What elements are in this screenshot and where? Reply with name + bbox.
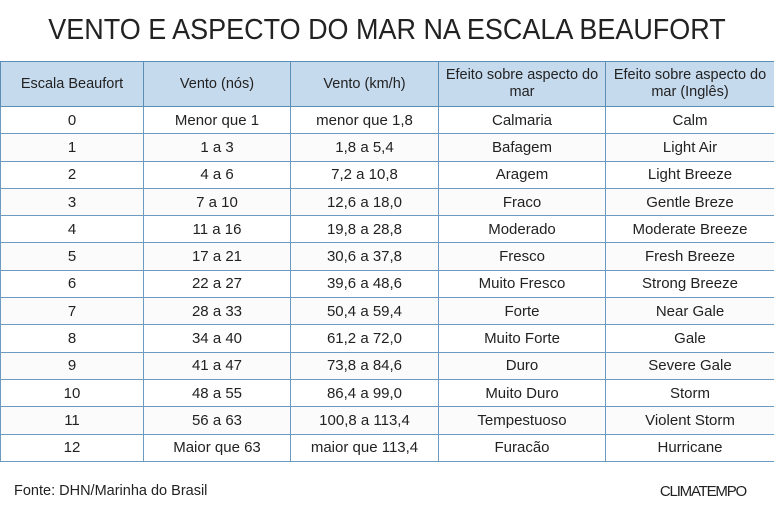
table-cell: 56 a 63 <box>143 406 291 435</box>
table-cell: 12 <box>0 433 144 462</box>
column-header: Vento (nós) <box>143 61 291 107</box>
table-row: 9 41 a 47 73,8 a 84,6 Duro Severe Gale <box>0 351 774 380</box>
table-cell: Violent Storm <box>605 406 774 435</box>
table-cell: Light Breeze <box>605 160 774 189</box>
page-title: VENTO E ASPECTO DO MAR NA ESCALA BEAUFOR… <box>48 14 726 46</box>
table-row: 7 28 a 33 50,4 a 59,4 Forte Near Gale <box>0 297 774 326</box>
table-row: 8 34 a 40 61,2 a 72,0 Muito Forte Gale <box>0 324 774 353</box>
table-row: 10 48 a 55 86,4 a 99,0 Muito Duro Storm <box>0 378 774 408</box>
table-cell: Strong Breeze <box>605 269 774 299</box>
table-cell: Tempestuoso <box>438 406 606 435</box>
header-row: Escala Beaufort Vento (nós) Vento (km/h) Ef… <box>0 61 774 107</box>
table-cell: 7 a 10 <box>143 187 291 217</box>
table-cell: 8 <box>0 324 144 353</box>
table-cell: Gale <box>605 324 774 353</box>
table-row: 5 17 a 21 30,6 a 37,8 Fresco Fresh Breeze <box>0 242 774 271</box>
table-cell: Aragem <box>438 160 606 189</box>
table-cell: Muito Fresco <box>438 269 606 299</box>
column-header: Efeito sobre aspecto do mar (Inglês) <box>605 61 774 107</box>
table-cell: Light Air <box>605 133 774 162</box>
table-row: 4 11 a 16 19,8 a 28,8 Moderado Moderate Bree… <box>0 215 774 244</box>
table-cell: 1 <box>0 133 144 162</box>
table-cell: Fresco <box>438 242 606 271</box>
table-cell: Fraco <box>438 187 606 217</box>
table-cell: Near Gale <box>605 297 774 326</box>
column-header: Vento (km/h) <box>290 61 439 107</box>
table-cell: 34 a 40 <box>143 324 291 353</box>
table-cell: Moderado <box>438 215 606 244</box>
table-cell: 7,2 a 10,8 <box>290 160 439 189</box>
table-cell: menor que 1,8 <box>290 105 439 135</box>
table-row: 11 56 a 63 100,8 a 113,4 Tempestuoso Violent… <box>0 406 774 435</box>
table-cell: 1,8 a 5,4 <box>290 133 439 162</box>
table-cell: 2 <box>0 160 144 189</box>
table-row: 12 Maior que 63 maior que 113,4 Furacão Hurr… <box>0 433 774 462</box>
table-cell: 86,4 a 99,0 <box>290 378 439 408</box>
table-cell: 73,8 a 84,6 <box>290 351 439 380</box>
table-cell: Severe Gale <box>605 351 774 380</box>
table-cell: 7 <box>0 297 144 326</box>
table-cell: 11 <box>0 406 144 435</box>
table-cell: maior que 113,4 <box>290 433 439 462</box>
table-row: 6 22 a 27 39,6 a 48,6 Muito Fresco Strong Br… <box>0 269 774 299</box>
table-cell: 12,6 a 18,0 <box>290 187 439 217</box>
table-cell: 41 a 47 <box>143 351 291 380</box>
table-cell: 39,6 a 48,6 <box>290 269 439 299</box>
table-cell: 28 a 33 <box>143 297 291 326</box>
table-cell: Furacão <box>438 433 606 462</box>
table-cell: Muito Forte <box>438 324 606 353</box>
table-cell: Fresh Breeze <box>605 242 774 271</box>
climatempo-logo: CLIMATEMPO <box>659 483 747 500</box>
table-cell: 4 <box>0 215 144 244</box>
table-row: 0 Menor que 1 menor que 1,8 Calmaria Calm <box>0 105 774 135</box>
table-cell: Duro <box>438 351 606 380</box>
beaufort-table: Escala Beaufort Vento (nós) Vento (km/h) Ef… <box>0 61 774 462</box>
table-cell: 3 <box>0 187 144 217</box>
table-cell: 30,6 a 37,8 <box>290 242 439 271</box>
table-cell: 50,4 a 59,4 <box>290 297 439 326</box>
source-note: Fonte: DHN/Marinha do Brasil <box>14 483 208 499</box>
table-cell: Muito Duro <box>438 378 606 408</box>
table-cell: 0 <box>0 105 144 135</box>
table-cell: 6 <box>0 269 144 299</box>
table-cell: 11 a 16 <box>143 215 291 244</box>
table-cell: Storm <box>605 378 774 408</box>
table-cell: 48 a 55 <box>143 378 291 408</box>
table-cell: 9 <box>0 351 144 380</box>
table-cell: 10 <box>0 378 144 408</box>
table-cell: 5 <box>0 242 144 271</box>
table-cell: Calmaria <box>438 105 606 135</box>
column-header: Escala Beaufort <box>0 61 144 107</box>
table-cell: Moderate Breeze <box>605 215 774 244</box>
table-cell: 61,2 a 72,0 <box>290 324 439 353</box>
column-header: Efeito sobre aspecto do mar <box>438 61 606 107</box>
table-cell: Calm <box>605 105 774 135</box>
table-cell: Gentle Breze <box>605 187 774 217</box>
table-cell: 1 a 3 <box>143 133 291 162</box>
table-cell: Hurricane <box>605 433 774 462</box>
table-cell: Bafagem <box>438 133 606 162</box>
table-cell: 22 a 27 <box>143 269 291 299</box>
table-cell: Maior que 63 <box>143 433 291 462</box>
table-cell: Forte <box>438 297 606 326</box>
table-cell: 4 a 6 <box>143 160 291 189</box>
table-cell: 17 a 21 <box>143 242 291 271</box>
table-cell: 100,8 a 113,4 <box>290 406 439 435</box>
table-cell: Menor que 1 <box>143 105 291 135</box>
table-cell: 19,8 a 28,8 <box>290 215 439 244</box>
